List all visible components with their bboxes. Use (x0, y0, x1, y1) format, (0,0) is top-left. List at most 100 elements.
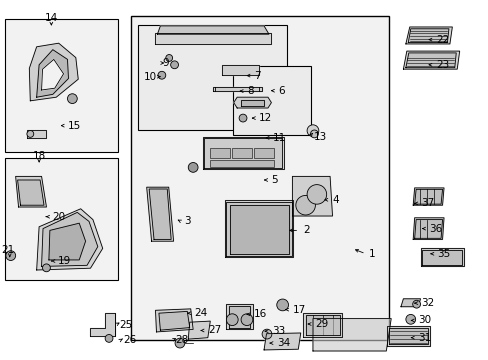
Text: 17: 17 (292, 305, 305, 315)
Polygon shape (414, 220, 442, 238)
Polygon shape (204, 138, 282, 168)
Polygon shape (212, 87, 261, 91)
Text: 19: 19 (58, 256, 71, 266)
Polygon shape (303, 313, 342, 337)
Polygon shape (225, 202, 292, 256)
Circle shape (67, 94, 77, 104)
Circle shape (239, 114, 246, 122)
Text: 23: 23 (435, 60, 448, 70)
Polygon shape (305, 315, 339, 335)
Circle shape (165, 54, 172, 62)
Polygon shape (412, 218, 443, 239)
Text: 9: 9 (163, 58, 169, 68)
Text: 4: 4 (332, 195, 339, 205)
Polygon shape (388, 328, 427, 344)
Polygon shape (405, 53, 455, 68)
Polygon shape (155, 309, 193, 332)
Polygon shape (225, 304, 253, 329)
Circle shape (158, 71, 165, 79)
Polygon shape (224, 200, 293, 257)
Text: 22: 22 (435, 35, 448, 45)
Text: 1: 1 (368, 249, 375, 259)
Circle shape (27, 130, 34, 138)
Polygon shape (403, 51, 459, 69)
Polygon shape (240, 100, 264, 106)
Circle shape (188, 162, 198, 172)
Text: 24: 24 (194, 308, 207, 318)
Polygon shape (420, 248, 463, 266)
Polygon shape (41, 59, 63, 90)
Circle shape (262, 329, 271, 339)
Bar (131, 16, 388, 340)
Circle shape (42, 264, 50, 272)
Polygon shape (146, 187, 173, 241)
Text: 20: 20 (52, 212, 65, 222)
Circle shape (6, 251, 16, 261)
Bar (138, 25, 286, 130)
Text: 36: 36 (428, 224, 442, 234)
Text: 11: 11 (272, 133, 285, 143)
Polygon shape (188, 321, 210, 339)
Text: 15: 15 (67, 121, 81, 131)
Polygon shape (41, 212, 98, 266)
Bar (232, 148, 251, 158)
Polygon shape (37, 209, 102, 270)
Circle shape (295, 195, 315, 215)
Bar (254, 148, 273, 158)
Circle shape (241, 314, 252, 325)
Text: 12: 12 (259, 113, 272, 123)
Text: 5: 5 (271, 175, 278, 185)
Text: 25: 25 (119, 320, 132, 330)
Polygon shape (203, 137, 283, 169)
Circle shape (306, 125, 318, 136)
Polygon shape (292, 176, 332, 216)
Text: 34: 34 (276, 338, 289, 348)
Polygon shape (386, 326, 429, 346)
Text: 3: 3 (184, 216, 191, 226)
Polygon shape (222, 65, 259, 75)
Polygon shape (229, 205, 288, 254)
Bar (233, 66, 311, 135)
Circle shape (276, 299, 288, 311)
Polygon shape (421, 250, 461, 265)
Polygon shape (90, 313, 115, 336)
Circle shape (306, 185, 326, 204)
Bar (5, 19, 118, 152)
Text: 35: 35 (437, 249, 450, 259)
Polygon shape (157, 26, 268, 34)
Polygon shape (159, 311, 189, 330)
Polygon shape (405, 27, 451, 44)
Circle shape (226, 314, 238, 325)
Text: 18: 18 (32, 150, 46, 161)
Polygon shape (412, 188, 443, 205)
Text: 27: 27 (207, 325, 221, 336)
Text: 32: 32 (421, 298, 434, 308)
Text: 29: 29 (314, 319, 327, 329)
Text: 8: 8 (246, 86, 253, 96)
Polygon shape (37, 50, 68, 97)
Bar (5, 158, 118, 280)
Circle shape (310, 130, 318, 138)
Polygon shape (16, 176, 46, 207)
Text: 28: 28 (175, 335, 188, 345)
Text: 2: 2 (303, 225, 309, 235)
Circle shape (405, 314, 415, 324)
Text: 37: 37 (421, 198, 434, 208)
Circle shape (412, 300, 420, 308)
Bar (210, 148, 229, 158)
Polygon shape (233, 97, 271, 108)
Polygon shape (414, 189, 442, 204)
Circle shape (105, 334, 113, 342)
Text: 21: 21 (1, 245, 15, 255)
Circle shape (170, 61, 178, 69)
Polygon shape (18, 180, 44, 205)
Polygon shape (228, 306, 250, 328)
Polygon shape (312, 319, 390, 351)
Polygon shape (155, 33, 271, 44)
Text: 14: 14 (44, 13, 58, 23)
Text: 10: 10 (144, 72, 157, 82)
Polygon shape (49, 223, 85, 260)
Circle shape (175, 338, 184, 348)
Polygon shape (400, 299, 420, 307)
Polygon shape (149, 189, 171, 239)
